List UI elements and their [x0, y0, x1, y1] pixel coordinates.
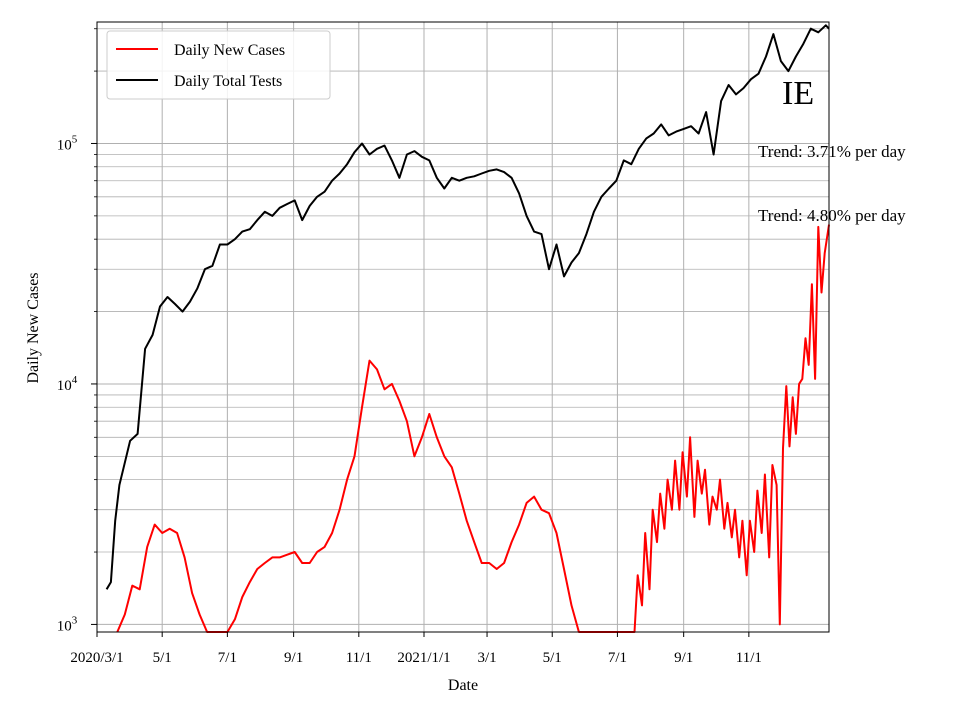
y-axis-label: Daily New Cases — [25, 272, 42, 383]
country-code-label: IE — [782, 75, 814, 112]
legend-box — [106, 30, 331, 100]
y-axis: 103 104 105 — [57, 28, 97, 634]
legend-label-cases: Daily New Cases — [174, 42, 285, 59]
x-tick-label: 3/1 — [477, 650, 496, 666]
x-axis-label: Date — [448, 677, 478, 694]
y-tick-label: 104 — [57, 374, 78, 394]
y-tick-label: 103 — [57, 614, 78, 634]
x-tick-label: 7/1 — [608, 650, 627, 666]
plot-frame — [96, 21, 830, 633]
x-tick-label: 9/1 — [284, 650, 303, 666]
series-line-daily-total-tests — [105, 24, 830, 590]
x-tick-label: 11/1 — [346, 650, 372, 666]
x-tick-label: 9/1 — [674, 650, 693, 666]
x-tick-label: 2020/3/1 — [70, 650, 123, 666]
series-layer — [105, 24, 830, 633]
trend-annotation-cases: Trend: 4.80% per day — [758, 206, 906, 225]
legend-label-tests: Daily Total Tests — [174, 73, 282, 90]
x-tick-label: 5/1 — [153, 650, 172, 666]
series-line-daily-new-cases — [116, 224, 830, 633]
x-tick-label: 11/1 — [736, 650, 762, 666]
x-tick-label: 5/1 — [543, 650, 562, 666]
legend: Daily New Cases Daily Total Tests — [106, 30, 331, 100]
y-tick-label: 105 — [57, 133, 78, 153]
x-axis: 2020/3/1 5/1 7/1 9/1 11/1 2021/1/1 3/1 5/1 7/1 9/… — [70, 632, 762, 666]
x-tick-label: 2021/1/1 — [397, 650, 450, 666]
x-tick-label: 7/1 — [218, 650, 237, 666]
trend-annotation-tests: Trend: 3.71% per day — [758, 142, 906, 161]
